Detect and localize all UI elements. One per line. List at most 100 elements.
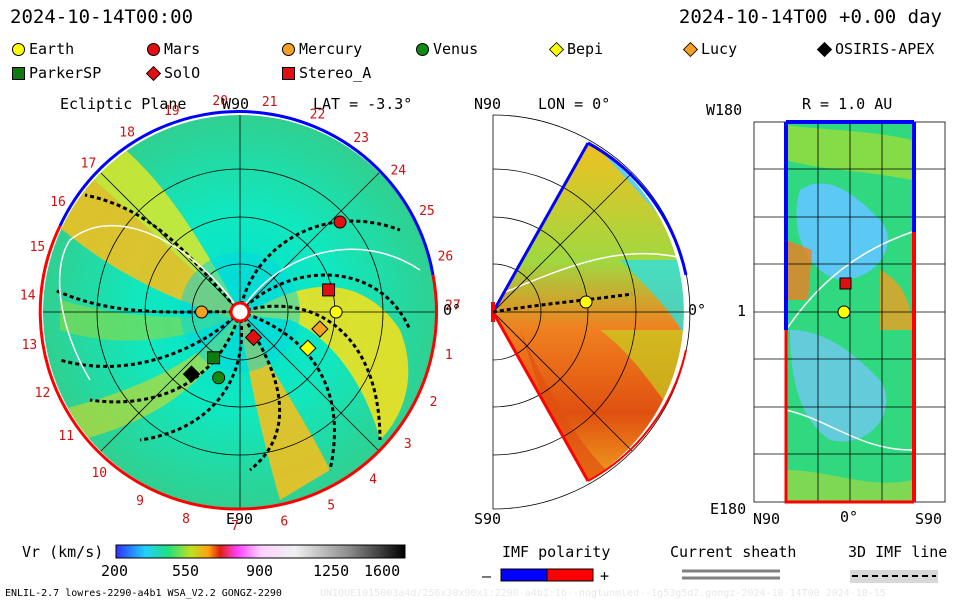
rim-tick-25: 25 — [419, 204, 435, 219]
sun-icon — [229, 301, 251, 323]
ecliptic-right-label: 0° — [443, 301, 462, 319]
mer-rim-pos — [587, 349, 687, 482]
legend-item-parkersp: ParkerSP — [12, 64, 101, 82]
legend-item-lucy: Lucy — [682, 40, 738, 58]
legend-label: Lucy — [701, 40, 738, 58]
legend-item-osiris-apex: OSIRIS-APEX — [816, 40, 935, 58]
imf-line-label: 3D IMF line — [848, 543, 948, 561]
stereo-a-symbol — [282, 66, 295, 80]
left-timestamp: 2024-10-14T00:00 — [10, 6, 194, 28]
latlon-x-n90: N90 — [753, 510, 781, 528]
rim-tick-15: 15 — [30, 240, 46, 255]
latlon-stereo-a-marker — [839, 277, 852, 290]
colorbar-tick-900: 900 — [246, 562, 274, 580]
rim-tick-2: 2 — [430, 395, 438, 410]
rim-tick-18: 18 — [119, 125, 135, 140]
mer-rim-neg — [587, 141, 688, 276]
current-sheath-label: Current sheath — [670, 543, 797, 561]
latlon-x-0: 0° — [840, 508, 859, 526]
rim-tick-8: 8 — [182, 512, 190, 527]
mer-earth-marker — [579, 295, 593, 309]
imf-spiral-lines — [54, 193, 412, 472]
legend-label: ParkerSP — [29, 64, 102, 82]
meridional-panel — [491, 114, 691, 510]
meridional-lon: LON = 0° — [538, 95, 611, 113]
colorbar-tick-550: 550 — [172, 562, 200, 580]
colorbar-tick-1600: 1600 — [364, 562, 401, 580]
current-sheet — [58, 224, 421, 381]
imf-polarity-label: IMF polarity — [502, 543, 611, 561]
rim-tick-13: 13 — [22, 338, 38, 353]
latlon-panel — [753, 120, 946, 504]
legend-label: Mercury — [299, 40, 363, 58]
colorbar-tick-200: 200 — [101, 562, 129, 580]
mer-edge-top — [491, 142, 590, 313]
legend-label: OSIRIS-APEX — [835, 40, 935, 58]
rim-tick-4: 4 — [369, 472, 377, 487]
rim-tick-26: 26 — [438, 250, 454, 265]
latlon-bottom-left: E180 — [710, 500, 747, 518]
mer-edge-bottom — [491, 311, 590, 482]
marker-osiris-apex — [182, 365, 201, 383]
legend-item-mars: Mars — [147, 40, 200, 58]
rim-tick-6: 6 — [280, 514, 288, 529]
marker-earth — [329, 305, 343, 319]
ecliptic-body-markers — [182, 215, 347, 385]
rim-tick-3: 3 — [404, 437, 412, 452]
colorbar-tick-1250: 1250 — [313, 562, 350, 580]
ecliptic-title: Ecliptic Plane — [60, 95, 187, 113]
meridional-top-label: N90 — [474, 95, 502, 113]
imf-polarity-plus: + — [600, 567, 610, 585]
rim-tick-19: 19 — [164, 104, 180, 119]
ecliptic-lat: LAT = -3.3° — [313, 95, 413, 113]
legend-label: Mars — [164, 40, 201, 58]
rim-tick-22: 22 — [310, 108, 326, 123]
rim-tick-23: 23 — [353, 131, 369, 146]
rim-tick-20: 20 — [212, 94, 228, 109]
rim-tick-14: 14 — [20, 289, 36, 304]
marker-mercury — [195, 305, 209, 319]
ecliptic-top-label: W90 — [222, 95, 250, 113]
latlon-earth-marker — [837, 305, 851, 319]
current-sheath-sample — [682, 569, 780, 580]
marker-stereo-a — [322, 283, 336, 297]
latlon-x-s90: S90 — [915, 510, 943, 528]
meridional-current-sheet — [492, 252, 691, 298]
rim-tick-17: 17 — [81, 156, 97, 171]
earth-symbol — [12, 42, 25, 56]
rim-tick-12: 12 — [35, 386, 51, 401]
marker-solo — [244, 328, 263, 347]
rim-tick-11: 11 — [58, 429, 74, 444]
legend-label: Earth — [29, 40, 75, 58]
right-timestamp: 2024-10-14T00 +0.00 day — [678, 6, 942, 28]
legend-label: Venus — [433, 40, 479, 58]
imf-polarity-negative — [500, 568, 548, 582]
colorbar-label: Vr (km/s) — [22, 543, 104, 561]
rim-positive — [38, 225, 438, 511]
legend-label: SolO — [164, 64, 201, 82]
marker-mars — [333, 215, 347, 229]
mercury-symbol — [282, 42, 295, 56]
ecliptic-panel — [38, 110, 438, 511]
rim-tick-16: 16 — [50, 195, 66, 210]
rim-tick-27: 27 — [445, 299, 461, 314]
mer-imf-line — [492, 292, 633, 314]
parkersp-symbol — [12, 66, 25, 80]
legend-item-bepi: Bepi — [548, 40, 604, 58]
marker-parkersp — [207, 351, 221, 365]
legend-item-stereo-a: Stereo_A — [282, 64, 371, 82]
imf-polarity-minus: – — [482, 567, 492, 585]
meridional-right-label: 0° — [688, 301, 707, 319]
legend-item-solo: SolO — [145, 64, 201, 82]
rim-tick-21: 21 — [262, 95, 278, 110]
rim-tick-1: 1 — [445, 348, 453, 363]
venus-symbol — [416, 42, 429, 56]
latlon-top-left: W180 — [706, 101, 743, 119]
footer-left: ENLIL-2.7 lowres-2290-a4b1 WSA_V2.2 GONG… — [5, 588, 282, 599]
rim-tick-5: 5 — [327, 499, 335, 514]
ecliptic-bottom-label: E90 — [226, 510, 254, 528]
marker-bepi — [299, 339, 317, 357]
meridional-bottom-label: S90 — [474, 510, 502, 528]
legend-label: Bepi — [567, 40, 604, 58]
